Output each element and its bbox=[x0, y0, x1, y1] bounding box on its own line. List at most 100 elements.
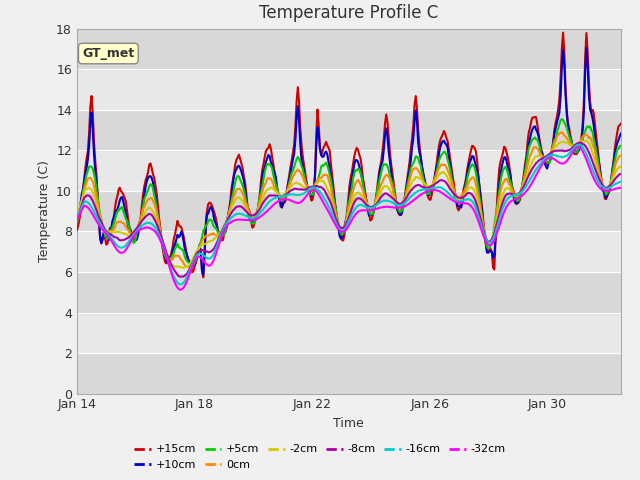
-16cm bbox=[256, 210, 264, 216]
-2cm bbox=[380, 184, 388, 190]
-32cm bbox=[617, 185, 625, 191]
-2cm bbox=[269, 185, 277, 191]
+5cm bbox=[73, 220, 81, 226]
+10cm bbox=[81, 170, 89, 176]
Line: +10cm: +10cm bbox=[77, 48, 621, 275]
-2cm bbox=[73, 213, 81, 218]
-8cm bbox=[577, 140, 584, 145]
Line: +5cm: +5cm bbox=[77, 119, 621, 265]
0cm bbox=[256, 199, 264, 204]
+5cm bbox=[187, 263, 195, 268]
-32cm bbox=[73, 217, 81, 223]
-16cm bbox=[81, 199, 89, 204]
+10cm bbox=[248, 220, 256, 226]
Bar bbox=[77, 150, 621, 191]
-16cm bbox=[73, 215, 81, 221]
+5cm bbox=[380, 161, 388, 167]
-32cm bbox=[256, 214, 264, 220]
-32cm bbox=[176, 287, 184, 292]
Title: Temperature Profile C: Temperature Profile C bbox=[259, 4, 438, 22]
-16cm bbox=[617, 179, 625, 185]
+15cm bbox=[380, 136, 388, 142]
Bar bbox=[77, 312, 621, 353]
+10cm bbox=[264, 152, 272, 158]
0cm bbox=[558, 130, 566, 135]
Y-axis label: Temperature (C): Temperature (C) bbox=[38, 160, 51, 262]
0cm bbox=[185, 264, 193, 270]
+15cm bbox=[559, 30, 567, 36]
+5cm bbox=[264, 161, 272, 167]
+15cm bbox=[73, 227, 81, 233]
-32cm bbox=[81, 203, 89, 209]
Line: +15cm: +15cm bbox=[77, 33, 621, 277]
-16cm bbox=[176, 281, 184, 287]
+5cm bbox=[81, 178, 89, 183]
+15cm bbox=[256, 192, 264, 198]
-16cm bbox=[248, 216, 256, 221]
-2cm bbox=[264, 187, 272, 192]
+10cm bbox=[256, 197, 264, 203]
X-axis label: Time: Time bbox=[333, 417, 364, 430]
0cm bbox=[248, 215, 256, 220]
+15cm bbox=[81, 164, 89, 170]
0cm bbox=[269, 181, 277, 187]
+5cm bbox=[558, 116, 566, 122]
Line: -16cm: -16cm bbox=[77, 144, 621, 284]
Text: GT_met: GT_met bbox=[82, 47, 134, 60]
+5cm bbox=[269, 171, 277, 177]
-16cm bbox=[269, 196, 277, 202]
-8cm bbox=[256, 206, 264, 212]
0cm bbox=[81, 183, 89, 189]
+10cm bbox=[617, 131, 625, 136]
-2cm bbox=[617, 164, 625, 169]
+10cm bbox=[73, 220, 81, 226]
Line: -2cm: -2cm bbox=[77, 141, 621, 268]
Bar bbox=[77, 231, 621, 272]
-8cm bbox=[380, 192, 388, 197]
0cm bbox=[380, 176, 388, 181]
+5cm bbox=[256, 194, 264, 200]
0cm bbox=[73, 218, 81, 224]
-2cm bbox=[582, 138, 590, 144]
-32cm bbox=[248, 217, 256, 223]
Bar bbox=[77, 110, 621, 150]
Bar bbox=[77, 29, 621, 69]
-16cm bbox=[575, 142, 583, 147]
-32cm bbox=[380, 204, 388, 210]
-8cm bbox=[264, 193, 272, 199]
-32cm bbox=[264, 207, 272, 213]
-2cm bbox=[256, 203, 264, 209]
+10cm bbox=[380, 146, 388, 152]
-2cm bbox=[180, 265, 188, 271]
-8cm bbox=[617, 171, 625, 177]
+5cm bbox=[617, 143, 625, 149]
-8cm bbox=[176, 274, 184, 279]
Bar bbox=[77, 191, 621, 231]
+5cm bbox=[248, 220, 256, 226]
+15cm bbox=[248, 225, 256, 230]
0cm bbox=[264, 176, 272, 181]
0cm bbox=[617, 153, 625, 158]
Legend: +15cm, +10cm, +5cm, 0cm, -2cm, -8cm, -16cm, -32cm: +15cm, +10cm, +5cm, 0cm, -2cm, -8cm, -16… bbox=[130, 440, 510, 474]
Line: 0cm: 0cm bbox=[77, 132, 621, 267]
Bar bbox=[77, 69, 621, 110]
Line: -8cm: -8cm bbox=[77, 143, 621, 276]
-8cm bbox=[248, 213, 256, 218]
+15cm bbox=[200, 275, 207, 280]
-32cm bbox=[574, 144, 582, 150]
+10cm bbox=[200, 272, 207, 277]
+15cm bbox=[269, 161, 277, 167]
Bar bbox=[77, 353, 621, 394]
-2cm bbox=[81, 187, 89, 193]
-8cm bbox=[269, 192, 277, 198]
Line: -32cm: -32cm bbox=[77, 147, 621, 289]
+15cm bbox=[617, 121, 625, 127]
+10cm bbox=[582, 45, 590, 51]
-8cm bbox=[73, 215, 81, 221]
-2cm bbox=[248, 213, 256, 219]
-16cm bbox=[380, 198, 388, 204]
-32cm bbox=[269, 202, 277, 208]
+10cm bbox=[269, 167, 277, 172]
+15cm bbox=[264, 145, 272, 151]
-8cm bbox=[81, 194, 89, 200]
